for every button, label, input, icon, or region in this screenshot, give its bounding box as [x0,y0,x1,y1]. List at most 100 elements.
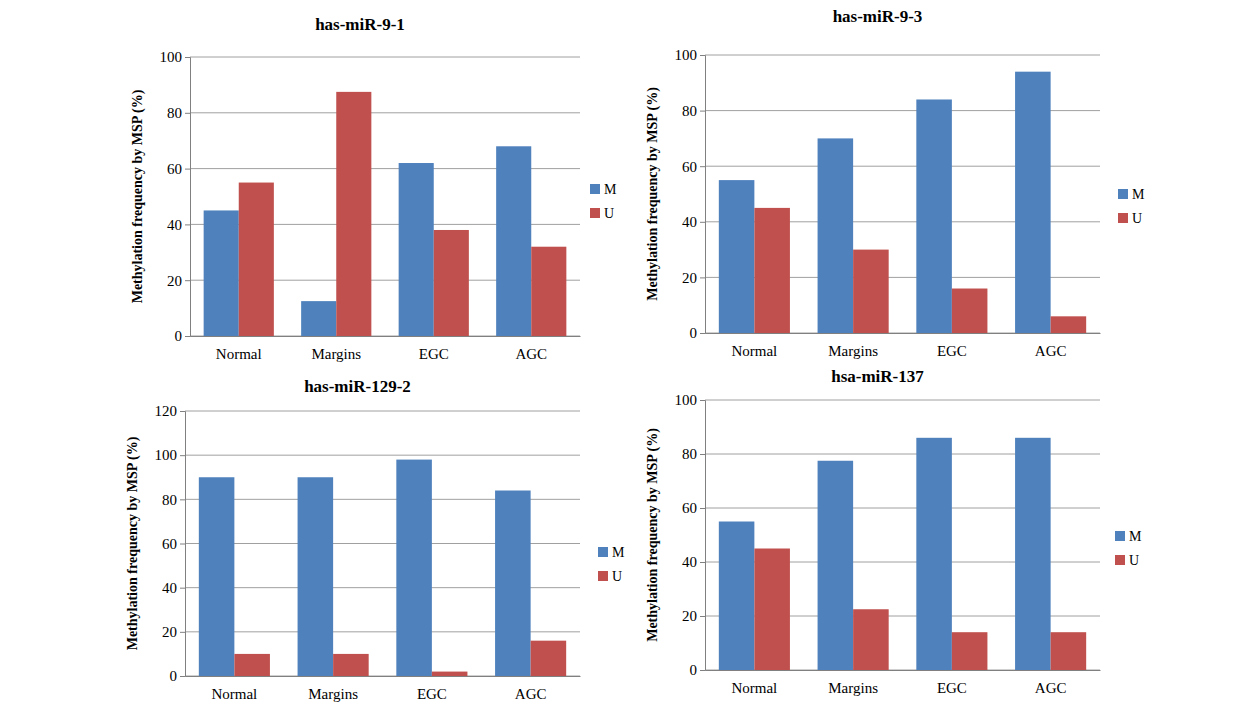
tick-label: Normal [216,346,262,362]
bar [853,250,889,333]
tick-label: 20 [682,608,697,624]
axis-line [185,58,191,337]
legend-label: U [604,206,614,221]
tick-label: 40 [682,214,697,230]
bar [239,183,274,336]
grid-line [190,57,580,58]
tick-mark [185,336,190,337]
legend-label: U [1132,211,1142,226]
tick: EGC [937,333,967,359]
tick-label: 80 [682,446,697,462]
bars [719,72,1086,333]
bar [1051,316,1087,333]
x-axis: NormalMarginsEGCAGC [706,333,1101,359]
tick-label: 0 [175,328,183,344]
legend: MU [1115,529,1142,568]
y-axis: 020406080100 [675,47,706,341]
tick: AGC [1035,333,1067,359]
tick-label: 20 [682,270,697,286]
tick: 80 [682,446,705,462]
bar [396,460,432,676]
axis-line [700,56,706,334]
legend-swatch [1115,531,1125,541]
legend-label: M [1129,529,1142,544]
tick: 60 [682,500,705,516]
chart-title: has-miR-9-3 [833,7,923,26]
grid [705,55,1100,333]
tick: Normal [731,670,777,696]
tick: 100 [675,392,706,408]
legend-swatch [1118,189,1128,199]
tick: 20 [682,270,705,286]
bar [719,180,755,333]
bar [818,461,854,670]
bar [495,491,531,677]
tick-label: 40 [162,580,177,596]
chart-title: hsa-miR-137 [831,367,924,386]
legend: MU [598,545,625,584]
grid [705,400,1100,670]
tick: Margins [311,336,361,362]
y-axis-title: Methylation frequency by MSP (%) [645,428,661,642]
chart-panel: 020406080100120NormalMarginsEGCAGChas-mi… [125,377,625,702]
axis-line [706,333,1101,334]
tick-mark [700,277,705,278]
tick-mark [700,616,705,617]
legend-label: U [1129,553,1139,568]
tick-label: EGC [937,680,967,696]
tick-mark [185,280,190,281]
x-axis: Normal Margins EGC AGC [191,336,581,362]
tick-label: 60 [167,161,182,177]
grid-line [185,455,580,456]
bar [333,654,369,676]
bars [719,438,1086,670]
tick: 100 [675,47,706,63]
chart-panel: 020406080100NormalMarginsEGCAGChas-miR-9… [130,15,617,362]
tick-label: 60 [682,159,697,175]
tick-label: 100 [155,447,178,463]
tick-label: 60 [682,500,697,516]
chart-title: has-miR-9-1 [315,15,405,34]
tick: 60 [682,159,705,175]
tick-mark [180,455,185,456]
bar [496,146,531,336]
axis-line [706,670,1101,671]
bar [916,99,952,333]
tick-label: 0 [690,325,698,341]
tick: AGC [1035,670,1067,696]
legend-label: M [1132,187,1145,202]
tick-mark [180,676,185,677]
tick-label: EGC [419,346,449,362]
grid-line [705,400,1100,401]
tick: Margins [308,676,358,702]
bars [199,460,566,676]
tick: 40 [682,214,705,230]
bar [719,522,755,671]
bar [199,477,235,676]
tick: 40 [682,554,705,570]
y-axis: 0 20 40 60 80 100 [675,392,706,678]
tick: Normal [731,333,777,359]
tick: Margins [828,670,878,696]
tick-label: 0 [690,662,698,678]
tick-mark [180,632,185,633]
tick-mark [185,169,190,170]
bars [204,92,567,336]
bar [916,438,952,670]
bar [754,208,790,333]
bar [336,92,371,336]
tick: 120 [155,403,186,419]
axis-line [191,336,581,337]
bar [298,477,334,676]
tick-label: EGC [937,343,967,359]
tick-label: 100 [675,47,698,63]
grid-line [185,411,580,412]
x-axis: Normal Margins EGC AGC [706,670,1101,696]
bar [531,641,567,676]
tick: Normal [211,676,257,702]
tick-mark [700,562,705,563]
tick: Normal [216,336,262,362]
tick-label: AGC [515,346,547,362]
tick-mark [185,224,190,225]
tick-label: Normal [731,343,777,359]
